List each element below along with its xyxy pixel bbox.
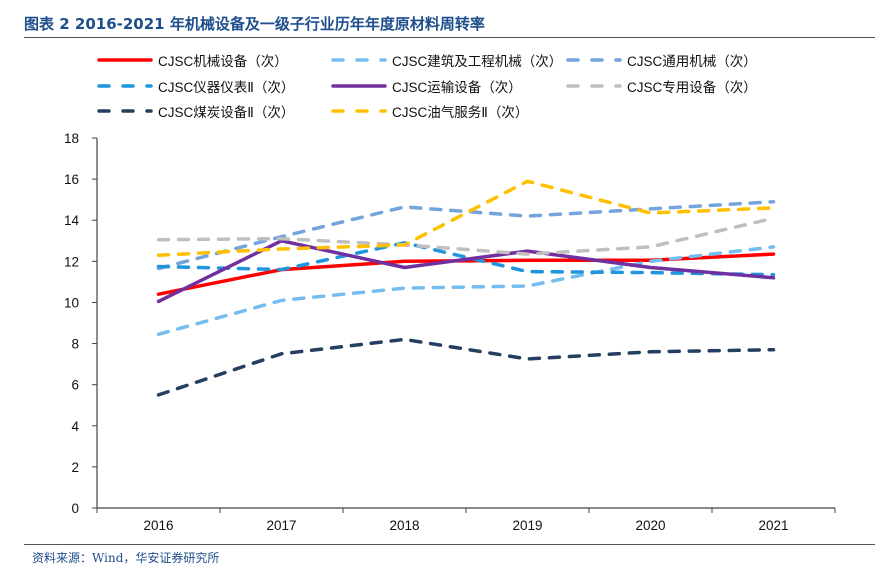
y-tick-label: 18: [64, 131, 79, 146]
legend-item: CJSC机械设备（次）: [96, 50, 288, 70]
line-chart: 0 2 4 6 8 10 12 14 16 18 2016 2017 2018 2019 2020 2021: [64, 131, 836, 533]
y-tick-label: 4: [71, 419, 79, 434]
legend-item: CJSC仪器仪表Ⅱ（次）: [96, 76, 294, 96]
legend-item: CJSC通用机械（次）: [565, 50, 757, 70]
y-tick-label: 16: [64, 172, 79, 187]
x-tick-label: 2020: [635, 518, 665, 533]
legend-label: CJSC煤炭设备Ⅱ（次）: [158, 105, 295, 120]
x-tick-label: 2018: [389, 518, 419, 533]
series-line-6: [156, 337, 776, 397]
y-tick-label: 8: [71, 337, 79, 352]
legend-swatch: [97, 84, 153, 88]
legend-swatch: [331, 84, 387, 88]
legend-swatch: [566, 84, 622, 88]
legend-swatch: [97, 109, 153, 113]
y-tick-label: 2: [71, 460, 79, 475]
legend-swatch: [331, 58, 387, 62]
legend-swatch: [566, 58, 622, 62]
series-line-1: [156, 245, 776, 337]
series-line-5: [156, 216, 776, 256]
legend-item: CJSC煤炭设备Ⅱ（次）: [96, 101, 294, 121]
legend-item: CJSC运输设备（次）: [330, 76, 522, 96]
series-line-7: [156, 179, 776, 257]
figure-title: 图表 2 2016-2021 年机械设备及一级子行业历年年度原材料周转率: [24, 15, 485, 33]
y-tick-label: 0: [71, 501, 79, 516]
y-tick-label: 12: [64, 254, 79, 269]
series-line-3: [156, 241, 776, 277]
x-tick-label: 2021: [758, 518, 788, 533]
legend-item: CJSC专用设备（次）: [565, 76, 757, 96]
legend-item: CJSC建筑及工程机械（次）: [330, 50, 562, 70]
legend-label: CJSC通用机械（次）: [627, 54, 757, 69]
series-line-2: [156, 199, 776, 271]
legend-swatch: [331, 109, 387, 113]
legend-label: CJSC建筑及工程机械（次）: [392, 54, 563, 69]
axes: 0 2 4 6 8 10 12 14 16 18 2016 2017 2018 2019 2020 2021: [64, 131, 836, 533]
x-tick-label: 2019: [512, 518, 542, 533]
series-lines: [156, 179, 776, 397]
y-tick-label: 6: [71, 378, 79, 393]
legend-label: CJSC运输设备（次）: [392, 80, 522, 95]
legend-label: CJSC油气服务Ⅱ（次）: [392, 105, 529, 120]
x-tick-label: 2017: [266, 518, 296, 533]
legend-label: CJSC仪器仪表Ⅱ（次）: [158, 80, 295, 95]
y-tick-label: 14: [64, 213, 80, 228]
source-note: 资料来源：Wind，华安证券研究所: [32, 551, 220, 565]
y-tick-label: 10: [64, 295, 79, 310]
source-divider: [24, 544, 875, 545]
legend-label: CJSC机械设备（次）: [158, 54, 288, 69]
legend-label: CJSC专用设备（次）: [627, 80, 757, 95]
legend-item: CJSC油气服务Ⅱ（次）: [330, 101, 528, 121]
x-tick-label: 2016: [143, 518, 173, 533]
title-divider: [24, 37, 875, 38]
legend-swatch: [97, 58, 153, 62]
